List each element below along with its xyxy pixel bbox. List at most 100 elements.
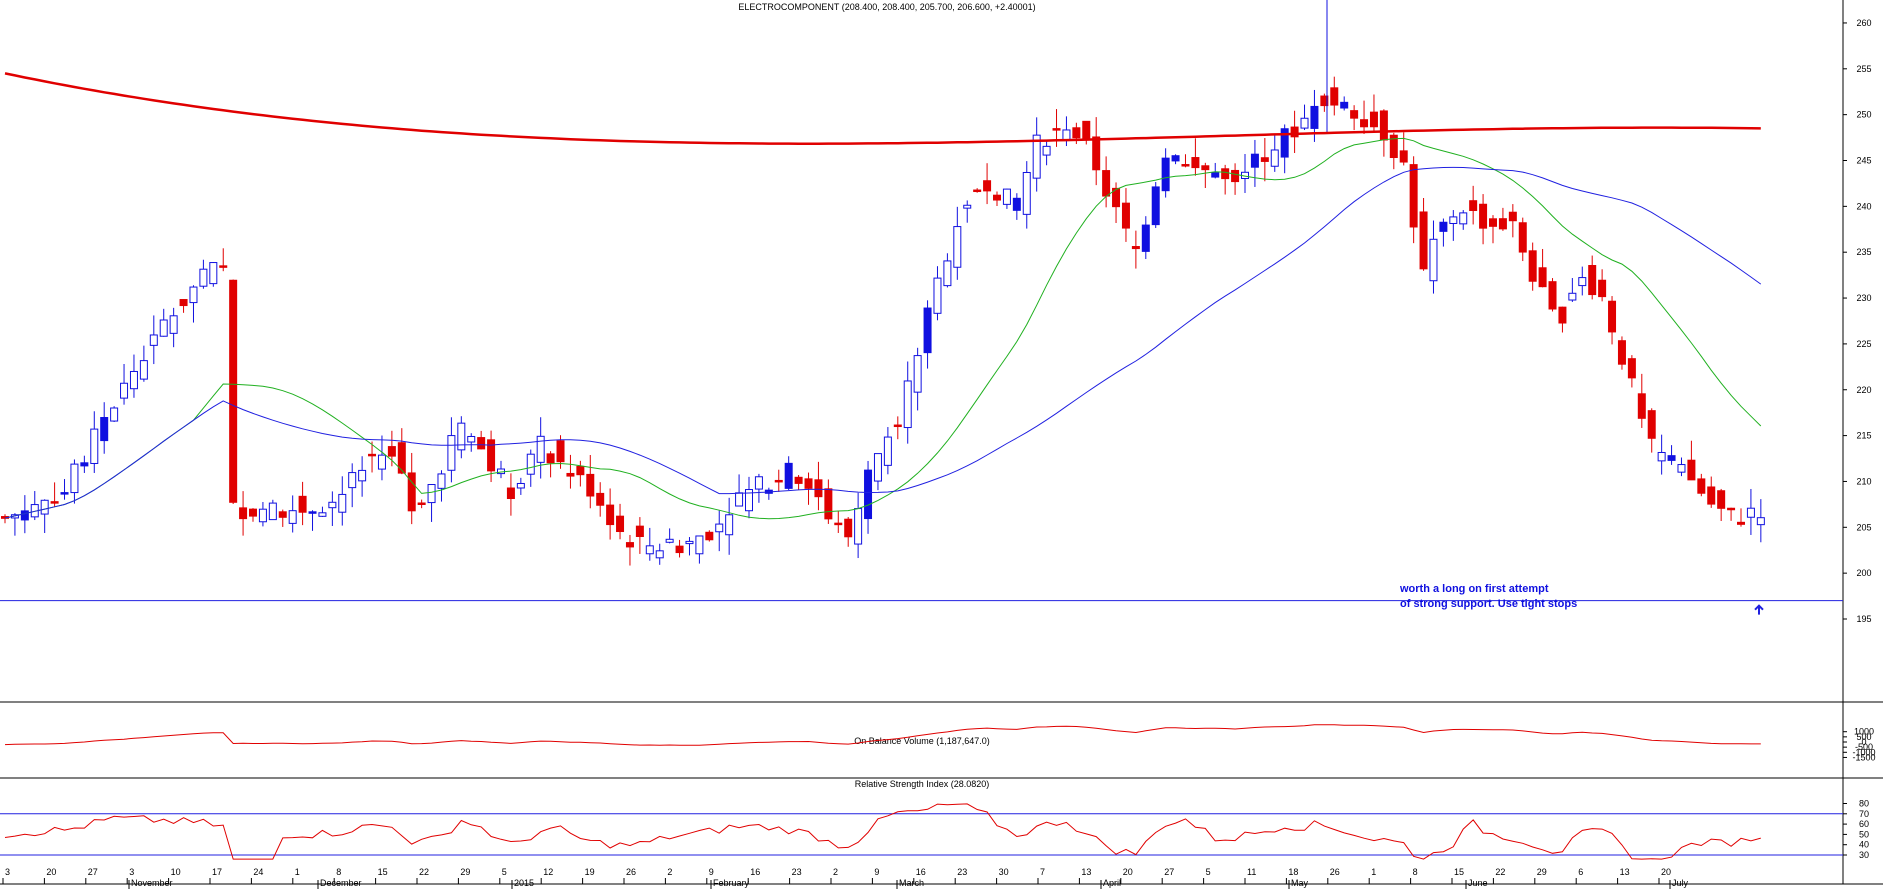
candle-body: [1072, 127, 1081, 139]
candle-body: [1042, 145, 1051, 156]
candle-body: [20, 510, 29, 521]
ma20-line: [4, 137, 1762, 520]
candle-body: [1131, 246, 1140, 250]
candle-body: [1201, 165, 1210, 171]
candle-body: [1479, 203, 1488, 229]
candle-body: [834, 522, 843, 526]
candle-body: [1498, 218, 1507, 230]
x-tick-label: 23: [957, 867, 967, 877]
candle-body: [794, 476, 803, 484]
candle-body: [774, 479, 783, 483]
candle-body: [1231, 169, 1240, 183]
candle-body: [1548, 281, 1557, 310]
y-tick-label: -1000: [1852, 747, 1875, 757]
candle-body: [655, 550, 664, 559]
month-label: December: [320, 878, 362, 888]
ma50-line: [4, 166, 1762, 519]
candle-body: [745, 489, 753, 512]
y-tick-label: 30: [1859, 850, 1869, 860]
candle-body: [1330, 87, 1339, 106]
candle-body: [1310, 105, 1319, 129]
x-tick-label: 11: [1247, 867, 1256, 877]
candle-body: [258, 508, 267, 523]
month-label: July: [1672, 878, 1689, 888]
candle-body: [1598, 279, 1607, 298]
x-tick-label: 10: [171, 867, 181, 877]
candle-body: [1280, 128, 1289, 158]
candle-body: [120, 382, 129, 399]
x-tick-label: 15: [1454, 867, 1464, 877]
candle-body: [1627, 358, 1636, 379]
candle-body: [606, 504, 615, 526]
candle-body: [1092, 136, 1101, 171]
candle-body: [983, 180, 992, 192]
x-tick-label: 27: [88, 867, 98, 877]
candle-body: [973, 189, 982, 193]
x-tick-label: 2: [667, 867, 672, 877]
y-tick-label: 250: [1856, 110, 1871, 120]
x-tick-label: 8: [336, 867, 341, 877]
x-tick-label: 20: [1661, 867, 1671, 877]
candle-body: [1459, 212, 1468, 225]
candle-body: [179, 299, 188, 307]
candle-body: [1647, 410, 1656, 439]
candle-body: [546, 453, 555, 464]
candle-body: [824, 488, 833, 520]
candle-body: [735, 492, 744, 507]
candle-body: [1082, 120, 1091, 139]
candle-body: [209, 262, 218, 285]
x-tick-label: 22: [419, 867, 429, 877]
candle-body: [377, 454, 386, 470]
candle-body: [844, 518, 853, 538]
candle-body: [80, 462, 89, 467]
x-tick-label: 18: [1288, 867, 1298, 877]
candle-body: [1022, 171, 1031, 215]
candle-body: [268, 502, 277, 521]
candle-body: [536, 435, 545, 463]
candle-body: [1270, 149, 1279, 167]
candle-body: [249, 508, 257, 517]
candle-body: [1211, 172, 1220, 178]
annotation: worth a long on first attempt of strong …: [1399, 583, 1577, 610]
candle-body: [993, 194, 1001, 201]
x-axis: 3 20 27 3 10 17 24 1 8 15 22 29 5 12 19 26 2 9 16 23 2 9 16 23 3…: [2, 867, 1689, 889]
candle-body: [1707, 486, 1716, 505]
candle-body: [239, 507, 248, 520]
obv-line: [4, 724, 1761, 746]
candle-body: [1290, 126, 1299, 138]
candle-body: [1508, 211, 1517, 222]
candle-body: [1389, 134, 1398, 159]
candle-body: [566, 472, 575, 477]
x-tick-label: 3: [5, 867, 10, 877]
candle-body: [397, 442, 406, 474]
x-tick-label: 9: [874, 867, 879, 877]
candle-body: [854, 508, 863, 545]
candle-body: [348, 472, 357, 489]
month-label: March: [899, 878, 924, 888]
candle-body: [556, 440, 565, 463]
candles: [1, 0, 1765, 566]
y-tick-label: 50: [1859, 829, 1869, 839]
candle-body: [1588, 265, 1597, 296]
candle-body: [725, 514, 734, 536]
candle-body: [1469, 200, 1478, 212]
month-label: November: [131, 878, 173, 888]
candle-body: [1737, 521, 1745, 525]
x-tick-label: 7: [1040, 867, 1045, 877]
candle-body: [1250, 153, 1259, 168]
x-tick-label: 5: [1206, 867, 1211, 877]
y-tick-label: 240: [1856, 201, 1871, 211]
month-label: May: [1291, 878, 1309, 888]
candle-body: [953, 226, 962, 268]
price-chart-title: ELECTROCOMPONENT (208.400, 208.400, 205.…: [738, 2, 1035, 12]
month-label: June: [1468, 878, 1488, 888]
candle-body: [705, 531, 714, 541]
obv-title: On Balance Volume (1,187,647.0): [854, 736, 990, 746]
candle-body: [149, 334, 158, 346]
candle-body: [625, 542, 634, 548]
x-tick-label: 26: [626, 867, 636, 877]
candle-body: [1667, 455, 1676, 461]
candle-body: [40, 499, 49, 515]
month-label: 2015: [514, 878, 534, 888]
